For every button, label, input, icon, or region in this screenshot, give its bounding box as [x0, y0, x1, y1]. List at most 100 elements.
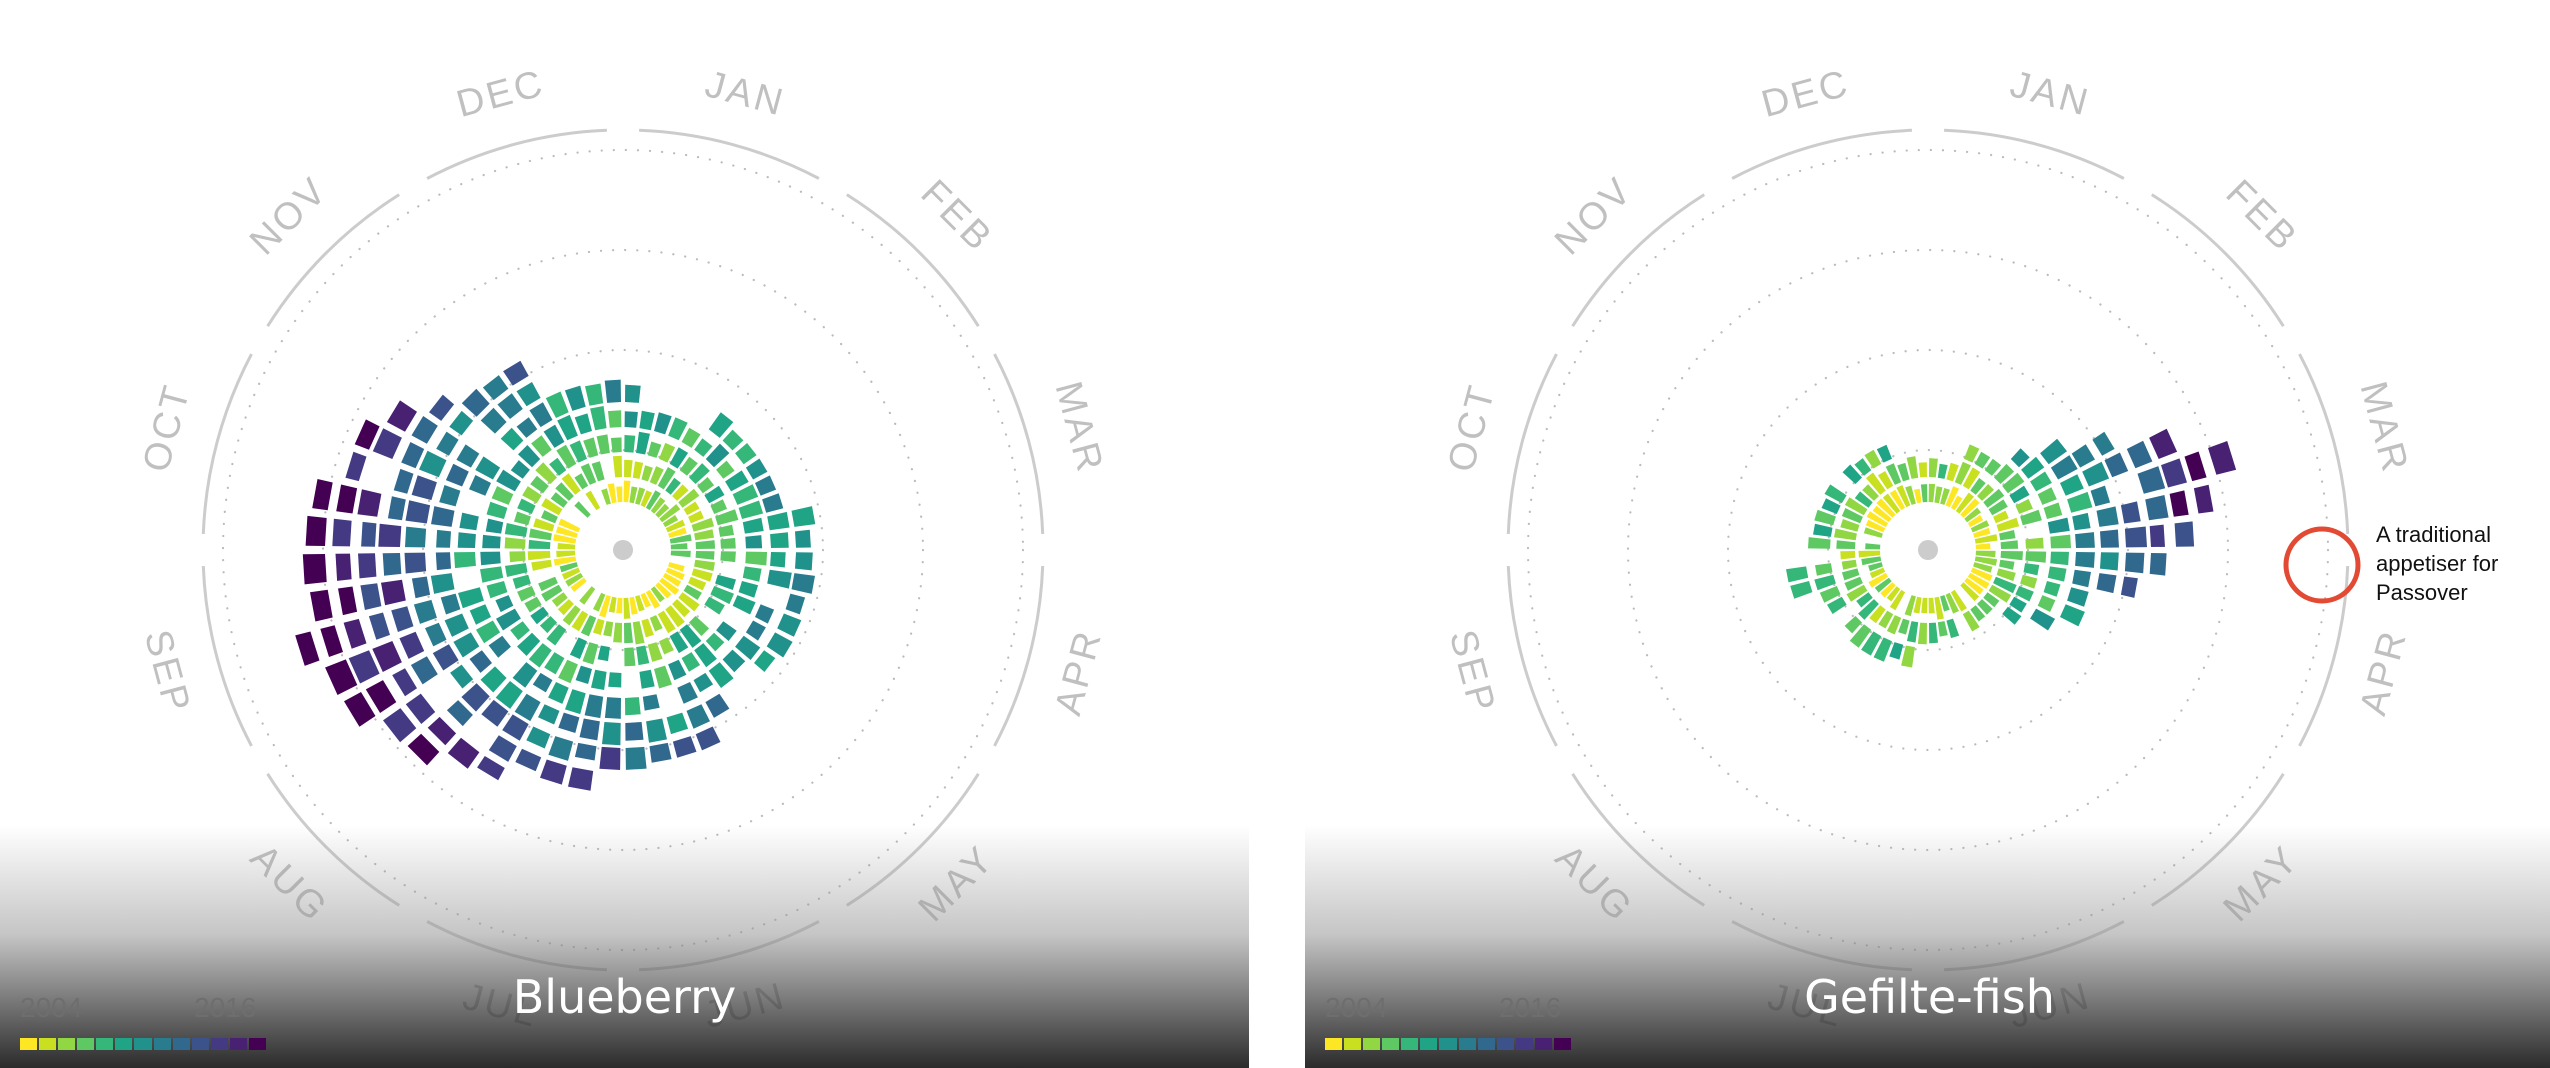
week-mark	[505, 563, 528, 577]
week-mark	[665, 605, 685, 628]
legend-swatch	[1515, 1038, 1533, 1050]
week-mark	[767, 511, 790, 531]
week-mark	[528, 643, 552, 668]
week-mark	[550, 492, 568, 508]
week-mark	[2050, 551, 2069, 566]
week-mark	[608, 596, 617, 613]
week-mark	[461, 388, 490, 417]
week-mark	[639, 410, 655, 431]
week-mark	[2050, 455, 2078, 480]
week-mark	[1854, 458, 1872, 476]
week-mark	[649, 466, 664, 485]
week-mark	[635, 595, 645, 612]
week-mark	[689, 616, 710, 637]
week-mark	[679, 624, 702, 648]
week-mark	[1970, 605, 1986, 622]
week-mark	[795, 529, 811, 548]
week-mark	[642, 694, 660, 711]
legend-start-year: 2004	[1325, 992, 1388, 1023]
month-arc	[426, 920, 607, 972]
week-mark	[549, 457, 567, 476]
week-mark	[528, 539, 551, 549]
week-mark	[383, 708, 417, 743]
week-mark	[583, 437, 599, 458]
week-mark	[745, 535, 763, 549]
week-mark	[556, 444, 577, 469]
week-mark	[1974, 451, 1991, 469]
week-mark	[551, 592, 568, 607]
week-mark	[710, 499, 728, 514]
week-mark	[1937, 463, 1948, 479]
week-mark	[459, 512, 479, 531]
week-mark	[2040, 438, 2067, 465]
week-mark	[555, 482, 574, 501]
week-mark	[1999, 530, 2016, 541]
week-mark	[770, 532, 789, 548]
week-mark	[610, 437, 622, 453]
week-mark	[672, 599, 691, 618]
week-mark	[435, 552, 451, 571]
week-mark	[2060, 604, 2085, 627]
week-mark	[480, 566, 504, 583]
week-mark	[1842, 464, 1862, 484]
week-mark	[411, 576, 431, 599]
week-mark	[1999, 559, 2015, 570]
week-mark	[1950, 589, 1967, 612]
week-mark	[561, 567, 581, 580]
week-mark	[770, 552, 786, 568]
week-mark	[312, 479, 333, 511]
week-mark	[670, 543, 688, 550]
week-mark	[512, 574, 531, 589]
week-mark	[1913, 596, 1922, 614]
week-mark	[1790, 581, 1813, 599]
week-mark	[502, 714, 529, 741]
week-mark	[1836, 540, 1856, 549]
week-mark	[348, 650, 380, 684]
week-mark	[561, 473, 581, 495]
week-mark	[538, 704, 560, 725]
week-mark	[608, 410, 622, 428]
week-mark	[2124, 552, 2145, 574]
week-mark	[659, 577, 680, 595]
month-arc	[993, 353, 1045, 534]
month-arc	[993, 566, 1045, 747]
week-mark	[718, 524, 734, 537]
month-label-oct: OCT	[1440, 379, 1504, 476]
week-mark	[2047, 566, 2067, 582]
week-mark	[1934, 486, 1943, 504]
week-mark	[391, 606, 414, 632]
week-mark	[1876, 444, 1892, 463]
legend-swatch	[1420, 1038, 1438, 1050]
week-mark	[372, 428, 402, 459]
gefilte-fish-panel: JAN FEB MAR APR MAY JUN JUL AUG SEP OCT NOV DEC Gef…	[1305, 0, 2550, 1068]
chart-title: Blueberry	[512, 970, 737, 1024]
week-mark	[488, 635, 511, 658]
week-mark	[458, 587, 484, 609]
passover-annotation: A traditional appetiser for Passover	[2376, 522, 2499, 605]
week-mark	[691, 517, 715, 532]
week-mark	[1934, 596, 1944, 620]
week-mark	[623, 597, 631, 619]
week-mark	[2149, 553, 2167, 576]
week-mark	[602, 722, 621, 746]
week-mark	[2030, 471, 2052, 492]
week-mark	[295, 631, 320, 666]
week-mark	[1977, 484, 1994, 501]
week-mark	[461, 683, 490, 712]
week-mark	[557, 414, 578, 441]
week-mark	[555, 526, 578, 538]
week-mark	[1869, 567, 1886, 579]
week-mark	[601, 488, 611, 505]
week-mark	[509, 551, 526, 563]
week-mark	[481, 699, 509, 727]
month-label-jan: JAN	[701, 63, 790, 124]
month-arc	[2298, 566, 2350, 747]
week-mark	[476, 620, 501, 644]
month-arc	[1506, 566, 1558, 747]
week-mark	[535, 462, 557, 484]
legend-swatch	[229, 1038, 247, 1050]
week-mark	[716, 460, 735, 479]
week-mark	[695, 540, 716, 549]
week-mark	[1868, 562, 1883, 572]
